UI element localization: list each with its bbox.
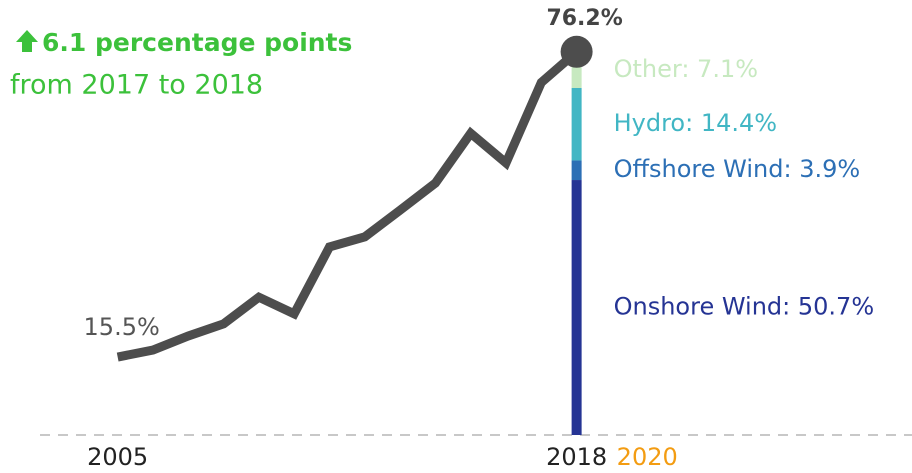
value-label: 76.2% <box>546 6 622 31</box>
x-tick-label: 2020 <box>617 443 678 471</box>
annotation-headline: 6.1 percentage points <box>42 28 352 57</box>
stack-segment <box>571 180 582 435</box>
line <box>116 48 580 362</box>
up-arrow-icon <box>16 30 38 52</box>
segment-label: Other: 7.1% <box>614 55 758 83</box>
segment-label: Hydro: 14.4% <box>614 109 777 137</box>
segment-label: Offshore Wind: 3.9% <box>614 155 861 183</box>
stack-segment <box>571 160 582 181</box>
segment-label: Onshore Wind: 50.7% <box>614 293 875 321</box>
x-tick-label: 2018 <box>546 443 607 471</box>
annotation: 6.1 percentage points from 2017 to 2018 <box>10 28 352 101</box>
annotation-subtext: from 2017 to 2018 <box>10 70 263 101</box>
stack-segment <box>571 88 582 161</box>
x-tick-label: 2005 <box>87 443 148 471</box>
end-marker <box>560 35 593 68</box>
value-label: 15.5% <box>84 313 160 341</box>
stack-segment <box>571 52 582 89</box>
